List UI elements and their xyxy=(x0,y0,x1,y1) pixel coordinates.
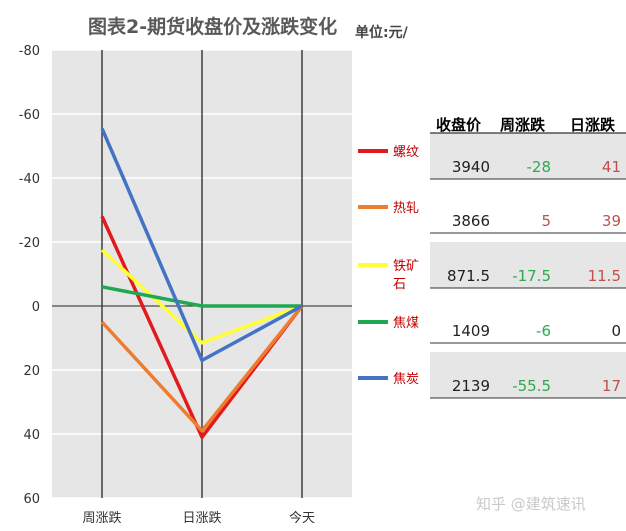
table-cell-week: -6 xyxy=(536,322,551,340)
y-tick-label: -20 xyxy=(19,236,40,251)
series-line xyxy=(100,127,303,363)
watermark: 知乎 @建筑速讯 xyxy=(476,495,586,513)
legend-label: 焦炭 xyxy=(393,372,419,387)
table-cell-close: 3940 xyxy=(452,158,490,176)
table-row-bg xyxy=(430,242,626,288)
legend-label: 热轧 xyxy=(393,201,419,216)
series-line xyxy=(100,248,303,345)
table-cell-day: 39 xyxy=(602,212,621,230)
table-cell-day: 11.5 xyxy=(588,267,621,285)
series-line xyxy=(100,304,304,433)
table-cell-close: 1409 xyxy=(452,322,490,340)
x-tick-label: 日涨跌 xyxy=(182,510,221,526)
table-cell-week: -55.5 xyxy=(512,377,551,395)
y-tick-label: -80 xyxy=(19,44,40,59)
y-tick-label: -40 xyxy=(19,172,40,187)
table-cell-close: 871.5 xyxy=(447,267,490,285)
y-tick-label: 20 xyxy=(23,364,40,379)
table-cell-day: 0 xyxy=(611,322,621,340)
header-week: 周涨跌 xyxy=(500,116,546,134)
header-close: 收盘价 xyxy=(436,116,482,134)
chart-title: 图表2-期货收盘价及涨跌变化 xyxy=(88,16,338,38)
y-tick-label: 40 xyxy=(23,428,40,443)
y-tick-label: 60 xyxy=(23,492,40,507)
x-tick-label: 周涨跌 xyxy=(82,510,121,526)
x-tick-label: 今天 xyxy=(289,510,315,526)
y-tick-label: 0 xyxy=(32,300,40,315)
legend-label: 螺纹 xyxy=(393,145,419,160)
table-cell-week: 5 xyxy=(541,212,551,230)
table-cell-week: -28 xyxy=(527,158,552,176)
table-cell-day: 17 xyxy=(602,377,621,395)
table-cell-close: 2139 xyxy=(452,377,490,395)
table-cell-close: 3866 xyxy=(452,212,490,230)
table-cell-week: -17.5 xyxy=(512,267,551,285)
legend-label: 焦煤 xyxy=(393,316,419,331)
unit-label: 单位:元/ xyxy=(355,25,408,41)
y-tick-label: -60 xyxy=(19,108,40,123)
header-day: 日涨跌 xyxy=(570,116,616,134)
table-row-bg xyxy=(430,352,626,398)
table-row-bg xyxy=(430,133,626,179)
table-cell-day: 41 xyxy=(602,158,621,176)
series-line xyxy=(101,285,302,308)
legend-label: 铁矿石 xyxy=(393,259,419,292)
